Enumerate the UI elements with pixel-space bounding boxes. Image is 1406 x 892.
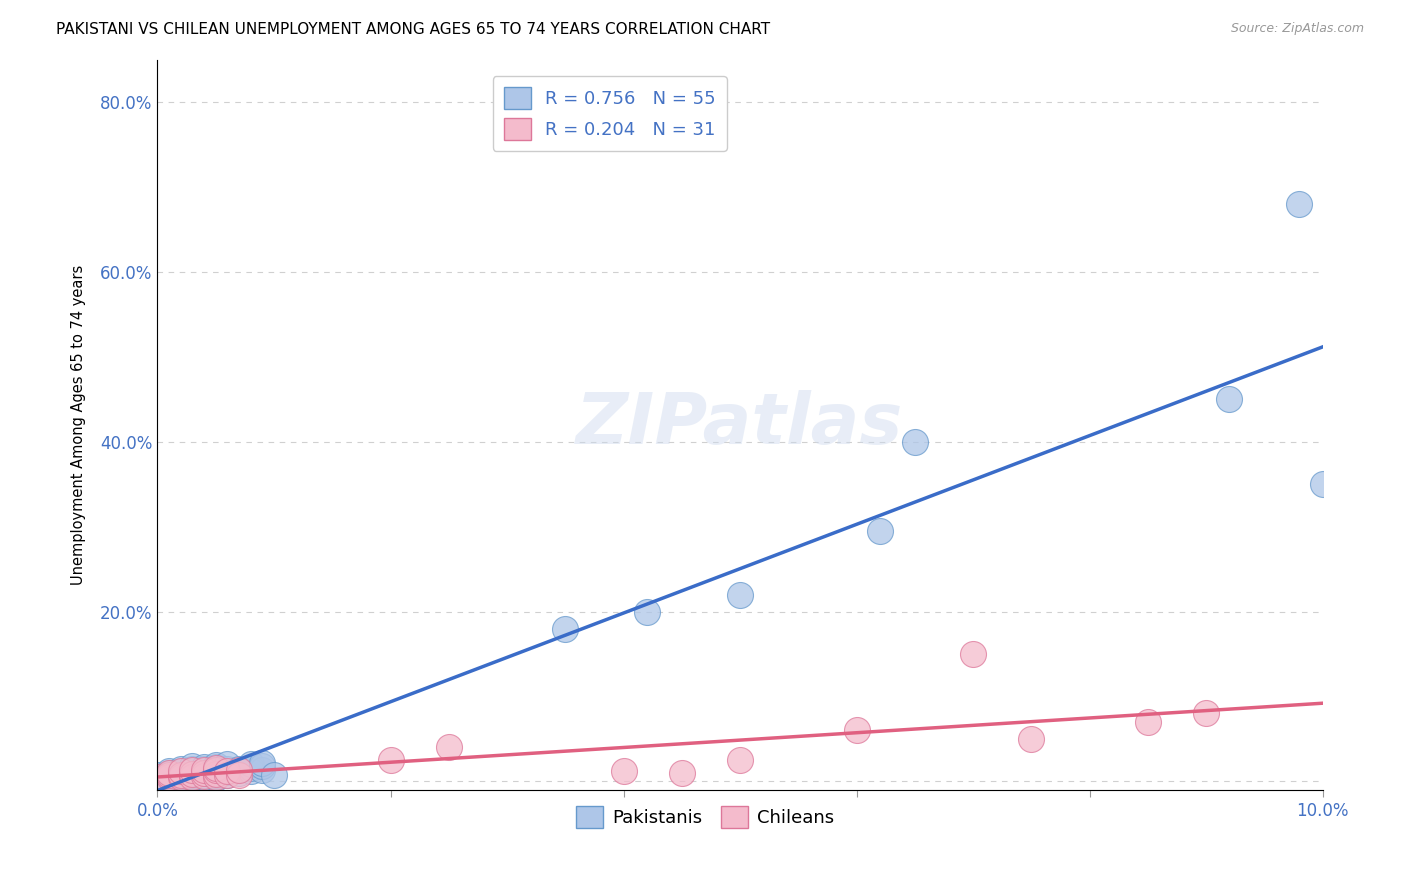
Point <box>157 766 180 780</box>
Point <box>170 764 193 779</box>
Point <box>263 767 285 781</box>
Point <box>239 764 262 779</box>
Point <box>228 764 250 778</box>
Y-axis label: Unemployment Among Ages 65 to 74 years: Unemployment Among Ages 65 to 74 years <box>72 265 86 585</box>
Point <box>181 759 204 773</box>
Point <box>170 767 193 781</box>
Point <box>181 771 204 785</box>
Point <box>217 757 239 772</box>
Point <box>869 524 891 538</box>
Point <box>1218 392 1240 407</box>
Point <box>845 723 868 738</box>
Point <box>193 762 215 776</box>
Point <box>193 768 215 782</box>
Point <box>157 767 180 781</box>
Point <box>228 762 250 776</box>
Point <box>170 770 193 784</box>
Point <box>157 770 180 784</box>
Point <box>181 769 204 783</box>
Point <box>204 761 226 775</box>
Point <box>204 764 226 778</box>
Point <box>636 605 658 619</box>
Point <box>252 764 274 778</box>
Point <box>193 760 215 774</box>
Point <box>170 769 193 783</box>
Point <box>1312 477 1334 491</box>
Point <box>1136 714 1159 729</box>
Point <box>204 767 226 781</box>
Point <box>193 770 215 784</box>
Point <box>380 753 402 767</box>
Point <box>157 768 180 782</box>
Point <box>1288 197 1310 211</box>
Point <box>728 753 751 767</box>
Point <box>437 740 460 755</box>
Point <box>170 767 193 781</box>
Point <box>193 766 215 780</box>
Point <box>204 760 226 774</box>
Point <box>204 769 226 783</box>
Point <box>181 764 204 779</box>
Point <box>204 771 226 785</box>
Point <box>1019 731 1042 746</box>
Point <box>157 766 180 780</box>
Point <box>193 766 215 780</box>
Point <box>181 766 204 780</box>
Point <box>146 770 169 784</box>
Point <box>217 765 239 780</box>
Point <box>228 768 250 782</box>
Point <box>157 764 180 779</box>
Point <box>252 759 274 773</box>
Text: Source: ZipAtlas.com: Source: ZipAtlas.com <box>1230 22 1364 36</box>
Point <box>204 762 226 776</box>
Point <box>193 769 215 783</box>
Point <box>204 766 226 780</box>
Point <box>181 770 204 784</box>
Text: ZIPatlas: ZIPatlas <box>576 391 904 459</box>
Point <box>252 756 274 770</box>
Point <box>157 767 180 781</box>
Point <box>146 770 169 784</box>
Point <box>170 766 193 780</box>
Point <box>228 766 250 780</box>
Point <box>1195 706 1218 721</box>
Point <box>181 762 204 776</box>
Point <box>217 768 239 782</box>
Point <box>181 766 204 780</box>
Legend: Pakistanis, Chileans: Pakistanis, Chileans <box>569 799 841 836</box>
Point <box>904 434 927 449</box>
Point <box>612 764 634 779</box>
Point <box>170 770 193 784</box>
Point <box>157 770 180 784</box>
Point <box>217 764 239 779</box>
Point <box>962 647 984 661</box>
Point <box>204 770 226 784</box>
Point <box>193 763 215 777</box>
Point <box>181 764 204 778</box>
Point <box>146 767 169 781</box>
Point <box>728 588 751 602</box>
Text: PAKISTANI VS CHILEAN UNEMPLOYMENT AMONG AGES 65 TO 74 YEARS CORRELATION CHART: PAKISTANI VS CHILEAN UNEMPLOYMENT AMONG … <box>56 22 770 37</box>
Point <box>181 767 204 781</box>
Point <box>239 761 262 775</box>
Point <box>239 757 262 772</box>
Point <box>554 622 576 636</box>
Point <box>204 766 226 780</box>
Point <box>204 764 226 778</box>
Point <box>671 766 693 780</box>
Point <box>217 762 239 776</box>
Point <box>193 764 215 779</box>
Point <box>170 764 193 779</box>
Point <box>170 762 193 776</box>
Point <box>204 758 226 772</box>
Point <box>217 767 239 781</box>
